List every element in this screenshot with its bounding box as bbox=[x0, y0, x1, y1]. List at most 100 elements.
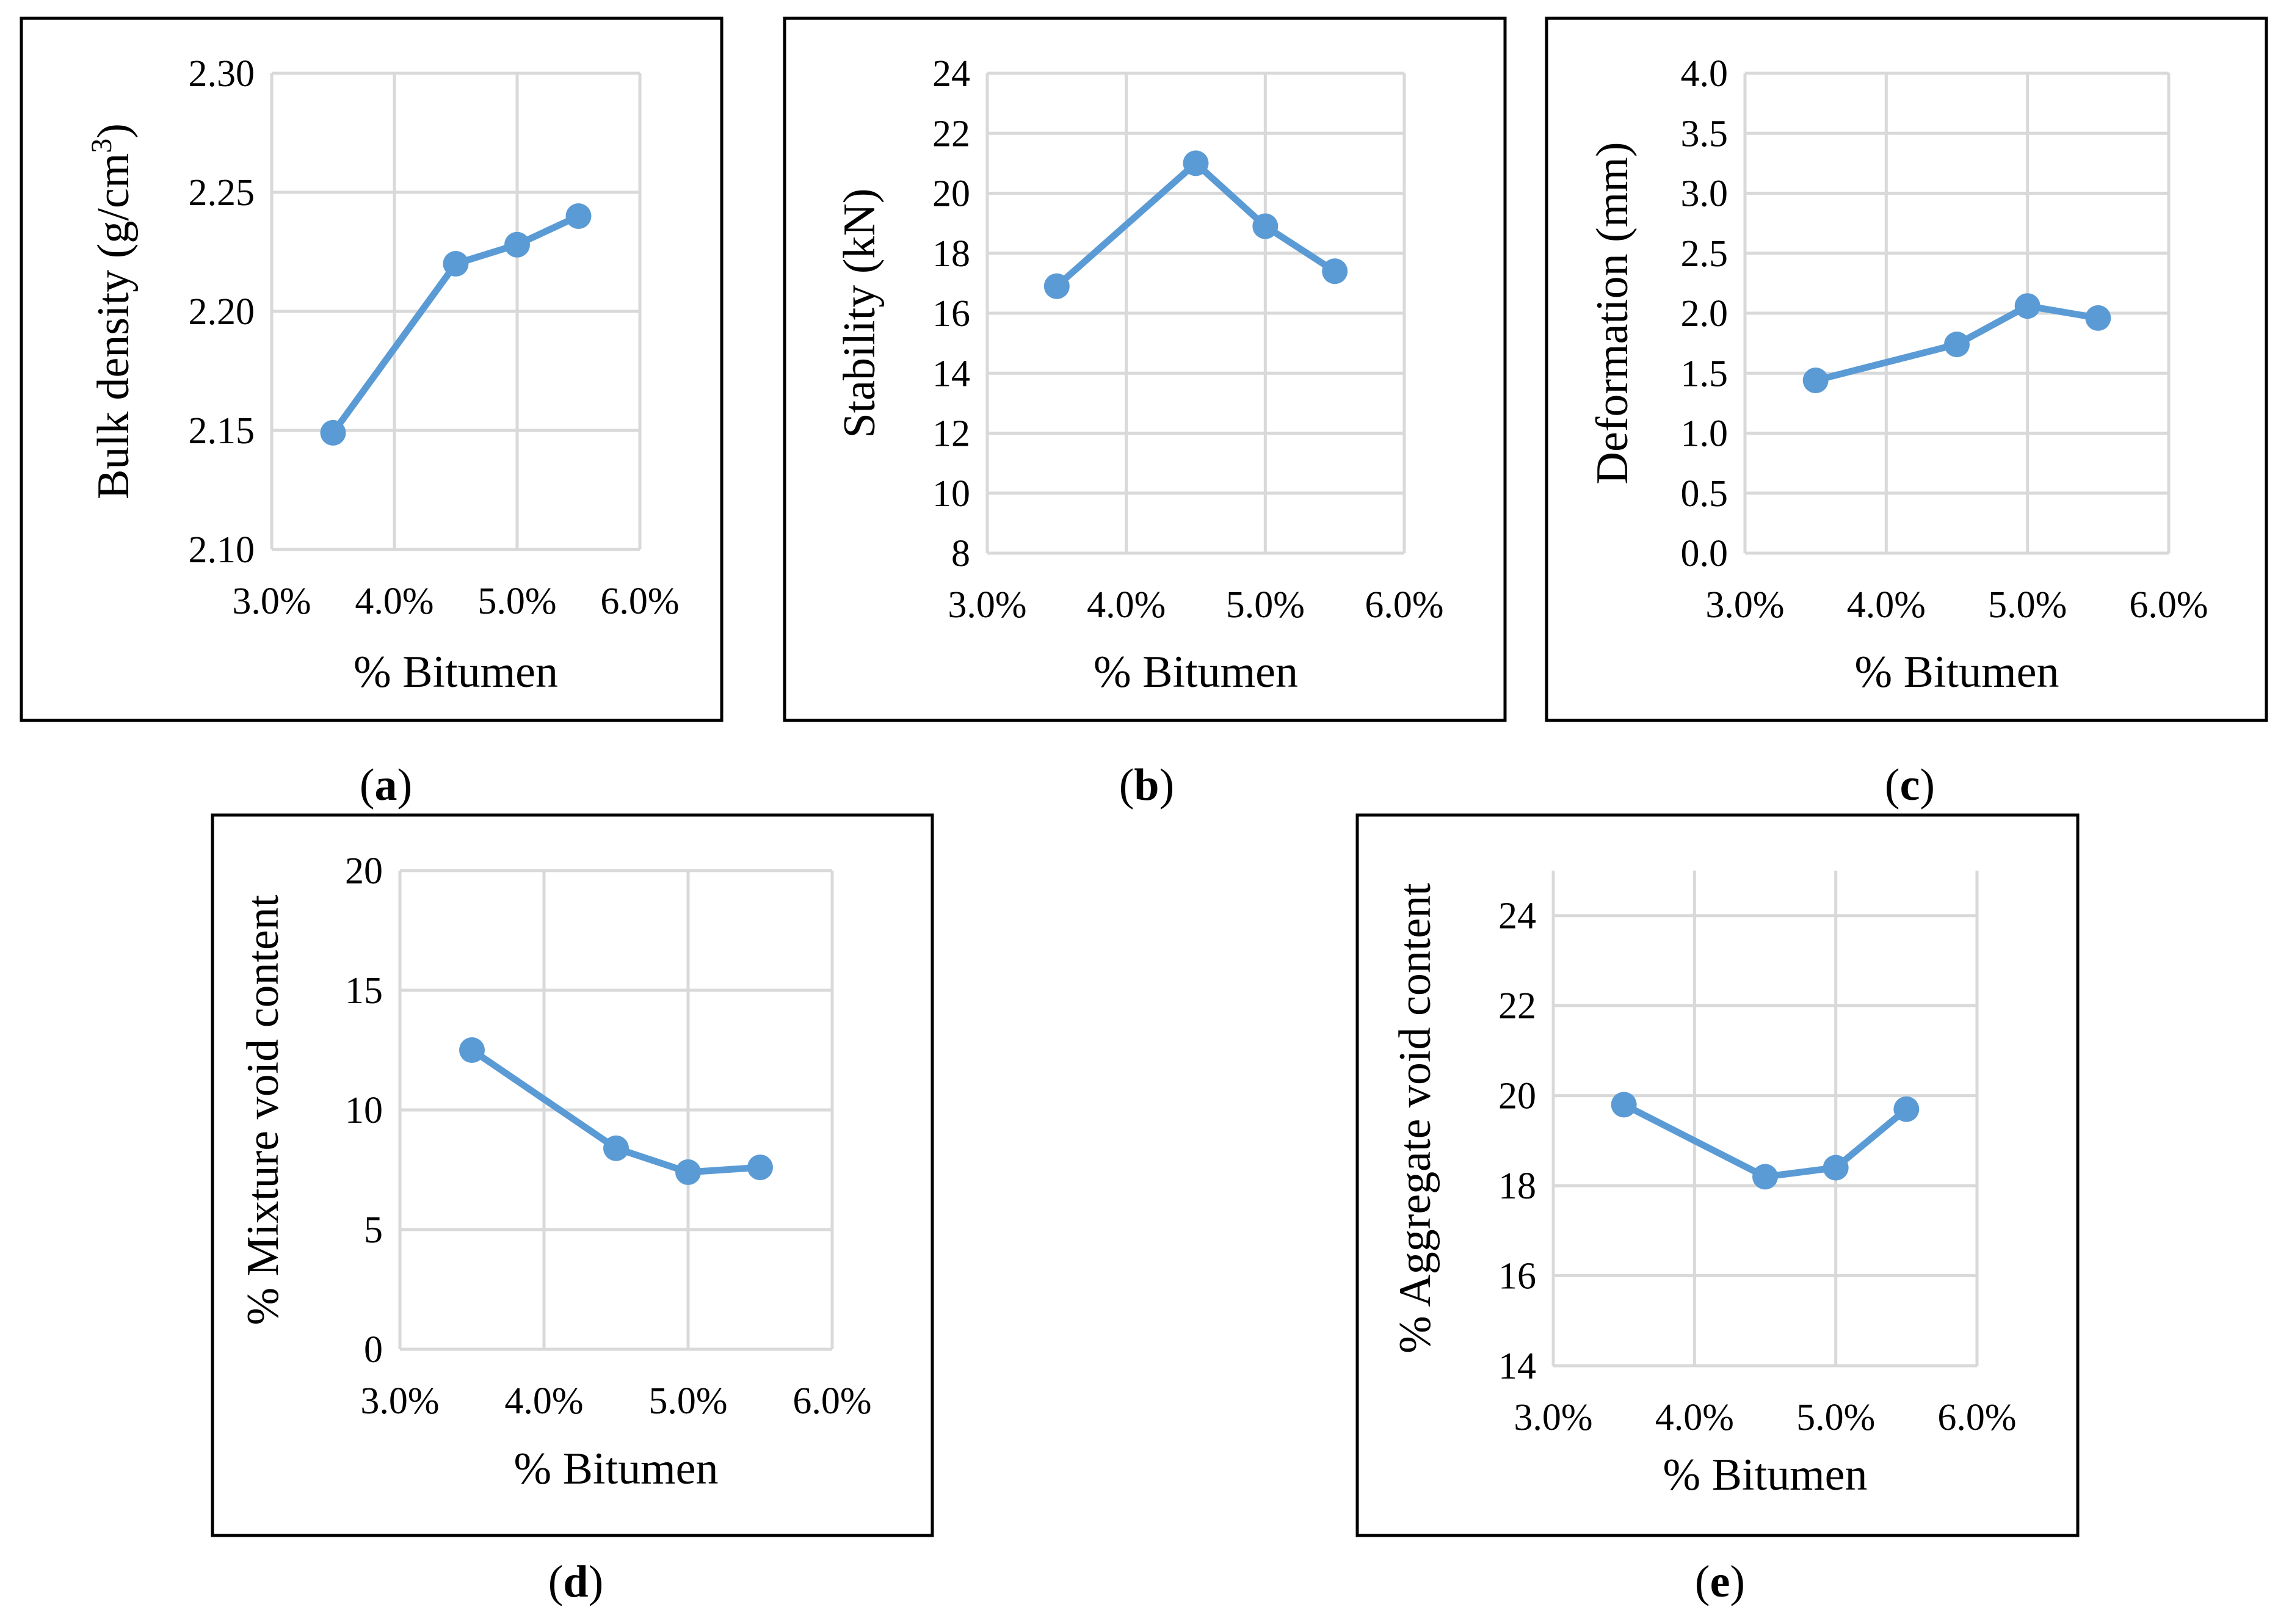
data-point bbox=[320, 419, 346, 446]
chart-frame bbox=[1545, 16, 2268, 722]
panel-label-open: ( bbox=[1885, 760, 1900, 810]
y-tick-label: 2.25 bbox=[189, 172, 255, 214]
y-tick-label: 2.20 bbox=[189, 291, 255, 333]
y-axis-title: Deformation (mm) bbox=[1587, 142, 1638, 485]
x-tick-label: 3.0% bbox=[1705, 584, 1784, 626]
data-point bbox=[565, 203, 592, 229]
y-tick-label: 15 bbox=[345, 970, 383, 1012]
y-tick-label: 20 bbox=[1498, 1076, 1536, 1117]
panel-label-close: ) bbox=[1159, 760, 1175, 810]
y-tick-label: 2.5 bbox=[1681, 233, 1729, 275]
y-axis-title: Stability (kN) bbox=[835, 188, 885, 438]
panel-label-open: ( bbox=[360, 760, 375, 810]
x-tick-label: 4.0% bbox=[1087, 584, 1166, 626]
x-tick-label: 6.0% bbox=[600, 581, 679, 622]
y-tick-label: 2.15 bbox=[189, 410, 255, 452]
y-tick-label: 16 bbox=[932, 293, 970, 335]
x-tick-label: 6.0% bbox=[2129, 584, 2208, 626]
panel-label-open: ( bbox=[548, 1557, 564, 1607]
x-tick-label: 5.0% bbox=[1226, 584, 1305, 626]
panel-label-e: (e) bbox=[1695, 1557, 1745, 1607]
x-axis-title: % Bitumen bbox=[1663, 1450, 1867, 1500]
data-point bbox=[1752, 1164, 1778, 1190]
x-tick-label: 3.0% bbox=[360, 1380, 439, 1422]
y-axis-title: % Aggregate void content bbox=[1390, 883, 1440, 1354]
data-point bbox=[675, 1159, 701, 1185]
x-axis-title: % Bitumen bbox=[354, 647, 558, 697]
panel-label-open: ( bbox=[1695, 1557, 1710, 1607]
y-tick-label: 0.0 bbox=[1681, 533, 1729, 575]
y-axis-title-text: Deformation (mm) bbox=[1587, 142, 1638, 485]
data-point bbox=[1893, 1096, 1920, 1122]
series-line bbox=[1620, 1101, 1910, 1180]
x-tick-label: 3.0% bbox=[948, 584, 1026, 626]
y-tick-label: 1.0 bbox=[1681, 413, 1729, 455]
x-tick-label: 6.0% bbox=[1365, 584, 1443, 626]
panel-label-letter: c bbox=[1900, 760, 1920, 810]
panel-label-close: ) bbox=[1920, 760, 1935, 810]
y-tick-label: 22 bbox=[1498, 985, 1536, 1027]
data-point bbox=[1252, 213, 1279, 239]
series-line bbox=[330, 212, 582, 437]
x-tick-label: 3.0% bbox=[232, 581, 311, 622]
x-tick-label: 6.0% bbox=[1937, 1397, 2016, 1438]
y-tick-label: 2.0 bbox=[1681, 293, 1729, 335]
data-point bbox=[1611, 1092, 1637, 1118]
y-tick-label: 12 bbox=[932, 413, 970, 455]
chart-frame bbox=[211, 813, 934, 1537]
y-axis-title-text: Stability (kN) bbox=[835, 188, 885, 438]
y-tick-label: 24 bbox=[932, 53, 970, 95]
panel-label-letter: a bbox=[375, 760, 397, 810]
panel-label-letter: e bbox=[1710, 1557, 1730, 1607]
x-tick-label: 3.0% bbox=[1514, 1397, 1592, 1438]
y-tick-label: 3.5 bbox=[1681, 113, 1729, 154]
y-tick-label: 14 bbox=[932, 353, 970, 394]
y-tick-label: 0 bbox=[364, 1329, 383, 1371]
x-tick-label: 5.0% bbox=[1796, 1397, 1875, 1438]
data-point bbox=[1944, 332, 1970, 358]
panel-label-close: ) bbox=[589, 1557, 604, 1607]
data-point bbox=[1183, 150, 1209, 176]
x-tick-label: 5.0% bbox=[648, 1380, 727, 1422]
chart-frame bbox=[20, 16, 724, 722]
panel-label-b: (b) bbox=[1119, 760, 1174, 810]
panel-label-d: (d) bbox=[548, 1557, 603, 1607]
data-point bbox=[603, 1135, 629, 1161]
chart-panel-a: 2.10 2.15 2.20 2.25 2.30 3.0% 4.0% 5.0% 6.0% % Bi… bbox=[20, 16, 724, 722]
y-axis-title-text: Bulk density (g/cm bbox=[89, 153, 139, 499]
x-tick-label: 4.0% bbox=[355, 581, 433, 622]
y-axis-title: Bulk density (g/cm3) bbox=[85, 123, 139, 499]
panel-label-letter: b bbox=[1134, 760, 1159, 810]
y-axis-title-close: ) bbox=[89, 123, 139, 139]
y-tick-label: 3.0 bbox=[1681, 173, 1729, 215]
series-line bbox=[1812, 302, 2102, 384]
y-tick-label: 10 bbox=[932, 473, 970, 515]
series-line bbox=[468, 1046, 764, 1176]
x-tick-label: 4.0% bbox=[1847, 584, 1926, 626]
data-point bbox=[747, 1155, 773, 1181]
data-point bbox=[443, 251, 469, 277]
y-axis-title-text: % Mixture void content bbox=[238, 894, 288, 1325]
panel-label-open: ( bbox=[1119, 760, 1134, 810]
y-tick-label: 5 bbox=[364, 1209, 383, 1251]
y-tick-label: 1.5 bbox=[1681, 353, 1729, 394]
x-axis-title: % Bitumen bbox=[1094, 647, 1298, 697]
y-tick-label: 14 bbox=[1498, 1346, 1536, 1387]
y-tick-label: 0.5 bbox=[1681, 473, 1729, 515]
y-tick-label: 8 bbox=[951, 533, 970, 575]
panel-label-a: (a) bbox=[360, 760, 412, 810]
data-point bbox=[504, 231, 530, 258]
y-tick-label: 24 bbox=[1498, 896, 1536, 937]
y-tick-label: 18 bbox=[1498, 1165, 1536, 1207]
y-tick-label: 2.30 bbox=[189, 53, 255, 95]
y-tick-label: 2.10 bbox=[189, 529, 255, 571]
x-tick-label: 5.0% bbox=[1988, 584, 2067, 626]
x-tick-label: 4.0% bbox=[504, 1380, 583, 1422]
y-tick-label: 18 bbox=[932, 233, 970, 275]
chart-frame bbox=[783, 16, 1507, 722]
chart-frame bbox=[1355, 813, 2080, 1537]
x-tick-label: 6.0% bbox=[793, 1380, 871, 1422]
panel-label-close: ) bbox=[1730, 1557, 1745, 1607]
data-point bbox=[1823, 1155, 1849, 1181]
